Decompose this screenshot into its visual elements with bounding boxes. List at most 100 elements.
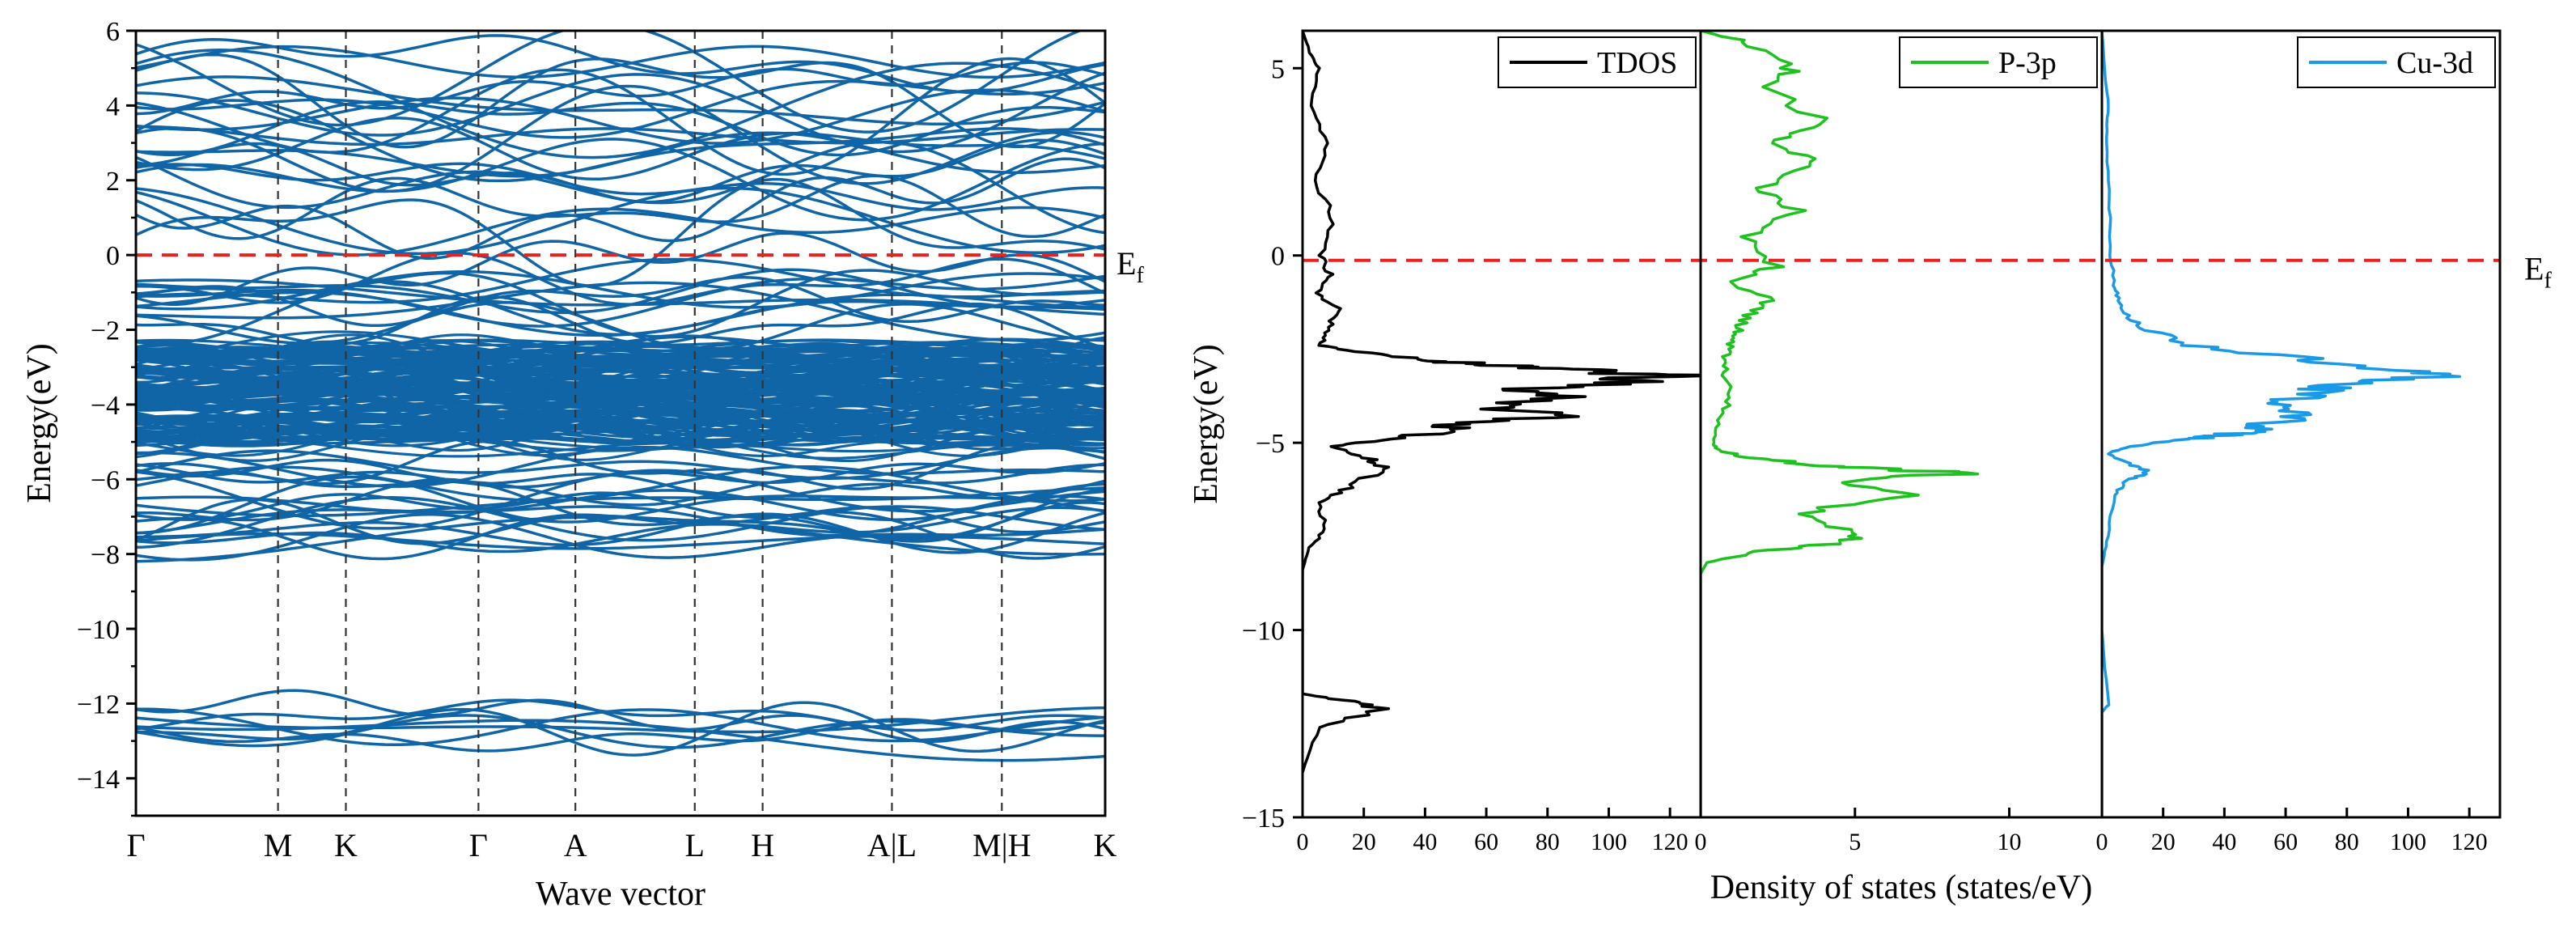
y-tick-label: 4 bbox=[106, 91, 120, 121]
band-line bbox=[136, 138, 1105, 204]
x-tick-label: 20 bbox=[2151, 829, 2176, 855]
legend-label: P-3p bbox=[1998, 46, 2057, 80]
band-line bbox=[136, 301, 1105, 350]
band-line bbox=[136, 157, 1105, 260]
band-line bbox=[136, 99, 1105, 183]
fermi-label-subscript: f bbox=[2544, 269, 2552, 294]
kpoint-label: Γ bbox=[469, 827, 488, 863]
kpoint-label: K bbox=[1094, 827, 1117, 863]
dos-curve bbox=[1303, 31, 1701, 774]
kpoint-label: Γ bbox=[126, 827, 145, 863]
kpoint-label: L bbox=[685, 827, 705, 863]
y-tick-label: −15 bbox=[1242, 804, 1285, 834]
x-tick-label: 80 bbox=[1536, 829, 1560, 855]
band-line bbox=[136, 360, 1105, 390]
x-tick-label: 100 bbox=[2390, 829, 2426, 855]
band-line bbox=[136, 75, 1105, 125]
x-axis-title: Density of states (states/eV) bbox=[1710, 869, 2092, 906]
band-line bbox=[136, 707, 1105, 746]
legend-box bbox=[2297, 36, 2496, 88]
kpoint-label: A bbox=[564, 827, 587, 863]
band-line bbox=[136, 53, 1105, 149]
kpoint-label: M bbox=[264, 827, 293, 863]
band-structure-panel: Ef −14 −12 −10 −8 −6 −4 −2 0 2 4 6 Γ M K Γ A L H A|L M|H K Wav… bbox=[21, 17, 1144, 913]
x-tick-label: 0 bbox=[1695, 829, 1707, 855]
band-line bbox=[136, 719, 1105, 762]
y-tick-label: 5 bbox=[1271, 54, 1285, 84]
band-line bbox=[136, 367, 1105, 404]
y-tick-label: 2 bbox=[106, 167, 120, 197]
band-line bbox=[136, 278, 1105, 316]
band-line bbox=[136, 291, 1105, 337]
band-line bbox=[136, 477, 1105, 543]
band-line bbox=[136, 446, 1105, 480]
x-tick-label: 10 bbox=[1998, 829, 2022, 855]
y-tick-label: −2 bbox=[91, 316, 120, 346]
band-line bbox=[136, 268, 1105, 315]
kpoint-label: H bbox=[751, 827, 774, 863]
band-line bbox=[136, 275, 1105, 328]
x-tick-label: 100 bbox=[1591, 829, 1627, 855]
y-tick-label: 0 bbox=[1271, 242, 1285, 272]
band-line bbox=[136, 231, 1105, 307]
dos-axes-frame bbox=[1301, 29, 2502, 819]
band-line bbox=[136, 162, 1105, 211]
dos-curve bbox=[2102, 31, 2461, 817]
band-line bbox=[136, 491, 1105, 534]
y-tick-label: −10 bbox=[1242, 617, 1285, 647]
band-line bbox=[136, 426, 1105, 460]
fermi-label: Ef bbox=[2524, 251, 2552, 294]
band-lines bbox=[136, 31, 1105, 762]
kpoint-label: A|L bbox=[867, 827, 917, 863]
legend-label: Cu-3d bbox=[2396, 46, 2473, 80]
dos-curve bbox=[1701, 31, 1980, 817]
y-tick-label: −5 bbox=[1256, 429, 1285, 459]
dos-curve-group bbox=[1701, 31, 1980, 817]
band-line bbox=[136, 57, 1105, 176]
band-line bbox=[136, 380, 1105, 405]
y-tick-label: −4 bbox=[91, 391, 120, 421]
band-line bbox=[136, 689, 1105, 744]
x-tick-label: 40 bbox=[1413, 829, 1437, 855]
band-line bbox=[136, 348, 1105, 388]
band-line bbox=[136, 125, 1105, 146]
band-line bbox=[136, 380, 1105, 409]
x-tick-label: 20 bbox=[1352, 829, 1376, 855]
band-line bbox=[136, 511, 1105, 561]
band-line bbox=[136, 425, 1105, 463]
x-axis-title: Wave vector bbox=[536, 876, 705, 913]
legend-label: TDOS bbox=[1597, 46, 1677, 80]
band-line bbox=[136, 274, 1105, 328]
y-tick-label: −12 bbox=[77, 689, 120, 719]
band-line bbox=[136, 343, 1105, 375]
x-tick-label: 120 bbox=[2451, 829, 2488, 855]
band-line bbox=[136, 718, 1105, 753]
band-line bbox=[136, 506, 1105, 554]
x-tick-label: 80 bbox=[2335, 829, 2359, 855]
kpoint-label: K bbox=[334, 827, 358, 863]
band-line bbox=[136, 701, 1105, 757]
band-axes-frame bbox=[134, 29, 1107, 817]
y-axis-title: Energy(eV) bbox=[21, 343, 58, 503]
x-tick-label: 40 bbox=[2212, 829, 2236, 855]
band-line bbox=[136, 190, 1105, 257]
y-axis-title: Energy(eV) bbox=[1188, 344, 1225, 503]
x-tick-label: 60 bbox=[2273, 829, 2298, 855]
band-line bbox=[136, 366, 1105, 412]
band-line bbox=[136, 698, 1105, 732]
band-line bbox=[136, 270, 1105, 311]
y-tick-label: 0 bbox=[106, 241, 120, 271]
band-line bbox=[136, 186, 1105, 256]
band-line bbox=[136, 34, 1105, 94]
dos-panel: 0 20 40 60 80 100 120 TDOS 0 5 10 P-3p 0 20 40 60 80 100 1… bbox=[1188, 29, 2552, 906]
band-line bbox=[136, 340, 1105, 364]
band-line bbox=[136, 415, 1105, 436]
dos-curve-group bbox=[2102, 31, 2461, 817]
band-line bbox=[136, 71, 1105, 154]
x-tick-label: 5 bbox=[1849, 829, 1861, 855]
y-tick-label: −8 bbox=[91, 541, 120, 571]
y-tick-label: −10 bbox=[77, 615, 120, 645]
y-tick-label: −14 bbox=[77, 765, 120, 795]
band-line bbox=[136, 345, 1105, 389]
